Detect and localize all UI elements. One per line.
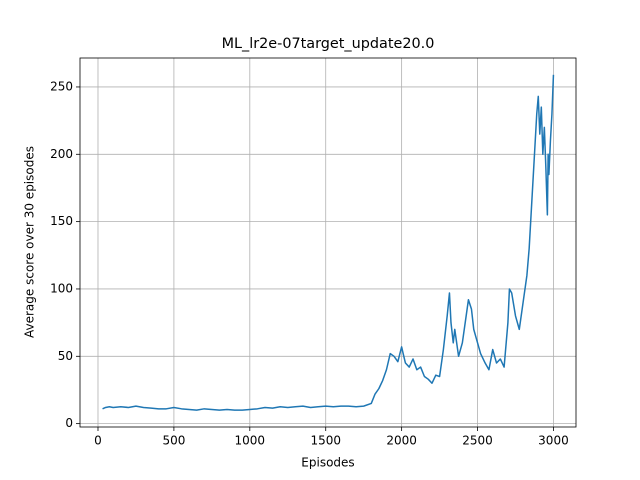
data-line [102,74,555,411]
x-axis-label: Episodes [301,456,354,470]
y-tick-label: 50 [58,349,73,363]
chart-title: ML_lr2e-07target_update20.0 [222,36,435,52]
x-tick-label: 2000 [386,434,417,448]
x-tick-label: 1000 [235,434,266,448]
y-tick-label: 250 [50,79,73,93]
y-tick-label: 150 [50,214,73,228]
y-tick-label: 0 [65,416,73,430]
x-tick-label: 3000 [538,434,569,448]
y-tick-label: 200 [50,147,73,161]
x-tick-label: 500 [162,434,185,448]
y-tick-label: 100 [50,281,73,295]
x-tick-label: 2500 [462,434,493,448]
plot-frame [79,57,577,428]
y-axis-label: Average score over 30 episodes [23,146,37,338]
x-tick-label: 0 [94,434,102,448]
x-tick-label: 1500 [310,434,341,448]
